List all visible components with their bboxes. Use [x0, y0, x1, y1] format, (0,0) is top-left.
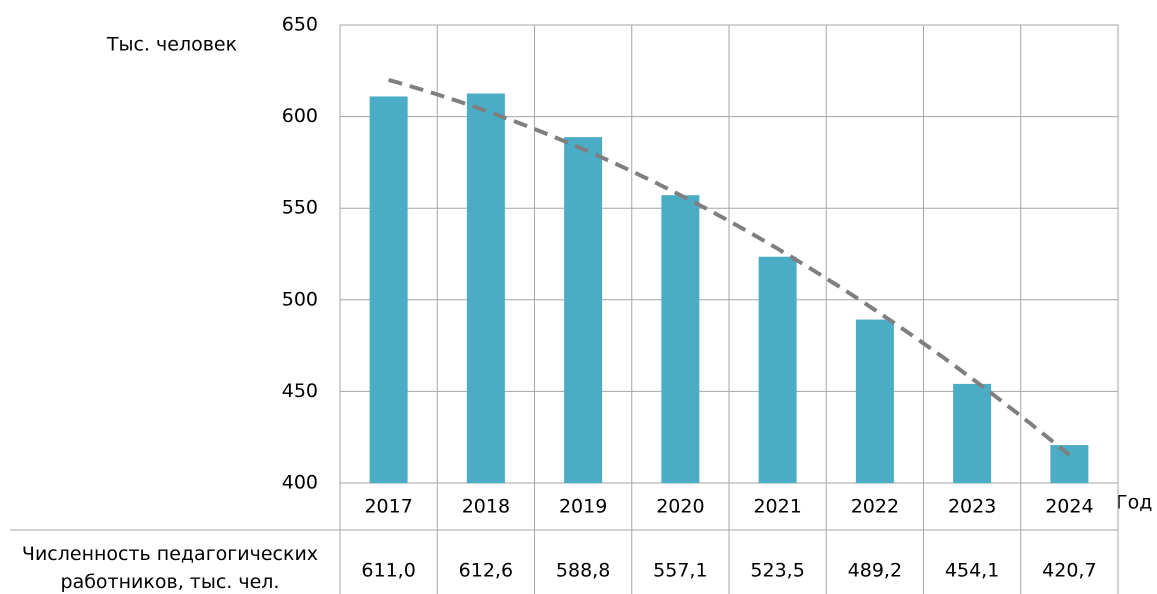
bar [661, 195, 700, 483]
x-tick-label: 2021 [753, 496, 801, 518]
x-tick-label: 2017 [364, 496, 412, 518]
x-axis-label: Год [1116, 492, 1152, 514]
x-tick-label: 2018 [462, 496, 510, 518]
y-tick-label: 400 [282, 472, 318, 494]
x-tick-label: 2024 [1045, 496, 1093, 518]
y-tick-label: 550 [282, 197, 318, 219]
x-tick-label: 2020 [656, 496, 704, 518]
y-axis-label: Тыс. человек [106, 34, 237, 56]
bar [369, 96, 408, 483]
table-value: 557,1 [653, 560, 707, 582]
table-value: 420,7 [1042, 560, 1096, 582]
bar [564, 137, 603, 483]
y-tick-label: 450 [282, 380, 318, 402]
x-tick-label: 2022 [851, 496, 899, 518]
bar [855, 319, 894, 483]
bar [466, 93, 505, 484]
trend-line [388, 78, 1071, 457]
y-tick-label: 600 [282, 105, 318, 127]
x-tick-label: 2023 [948, 496, 996, 518]
table-value: 489,2 [848, 560, 902, 582]
table-value: 523,5 [750, 560, 804, 582]
x-tick-label: 2019 [559, 496, 607, 518]
bar [1050, 445, 1089, 483]
y-tick-label: 500 [282, 288, 318, 310]
table-value: 588,8 [556, 560, 610, 582]
bar [953, 383, 992, 483]
table-value: 612,6 [459, 560, 513, 582]
table-value: 611,0 [361, 560, 415, 582]
table-value: 454,1 [945, 560, 999, 582]
y-tick-label: 650 [282, 14, 318, 36]
table-row-label: Численность педагогических работников, т… [21, 543, 319, 593]
bar [758, 256, 797, 483]
